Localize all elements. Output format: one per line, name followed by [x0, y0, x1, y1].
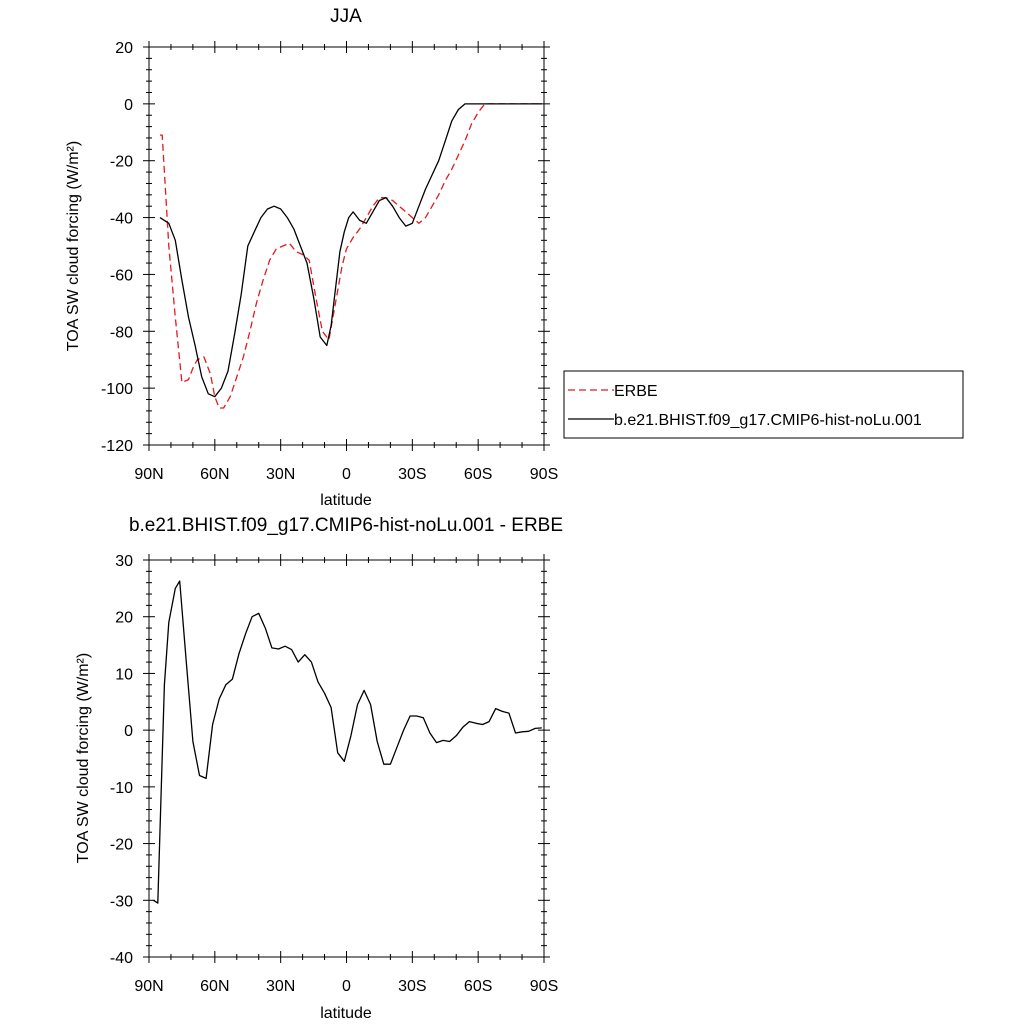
chart-title: b.e21.BHIST.f09_g17.CMIP6-hist-noLu.001 … [129, 515, 563, 536]
x-tick-label: 90N [134, 466, 163, 483]
x-tick-label: 30N [266, 466, 295, 483]
tick-marks [143, 41, 550, 451]
y-tick-label: -40 [110, 950, 133, 967]
y-tick-label: -20 [110, 837, 133, 854]
plot-frame [148, 46, 545, 446]
x-tick-label: 30S [398, 466, 426, 483]
series-lines [153, 580, 542, 904]
y-tick-label: -30 [110, 893, 133, 910]
legend-label-erbe: ERBE [614, 383, 658, 400]
x-tick-label: 0 [342, 978, 351, 995]
y-axis-label: TOA SW cloud forcing (W/m²) [65, 141, 82, 351]
x-tick-label: 60N [200, 466, 229, 483]
y-tick-label: -60 [110, 267, 133, 284]
y-tick-label: -10 [110, 780, 133, 797]
series-lines [159, 103, 542, 409]
x-tick-label: 0 [342, 466, 351, 483]
tick-marks [143, 554, 550, 963]
series-line-2 [159, 103, 542, 398]
x-axis-label: latitude [320, 1005, 372, 1022]
y-tick-label: 20 [115, 610, 133, 627]
x-tick-label: 60N [200, 978, 229, 995]
y-tick-label: 0 [124, 723, 133, 740]
legend-label-model: b.e21.BHIST.f09_g17.CMIP6-hist-noLu.001 [614, 412, 922, 429]
x-tick-label: 30N [266, 978, 295, 995]
y-tick-label: -100 [101, 381, 133, 398]
y-tick-label: -40 [110, 211, 133, 228]
x-tick-label: 90S [530, 466, 558, 483]
tick-labels: 90N 60N 30N 0 30S 60S 90S -120 -100 -80 -60 -40 -20 0… [101, 40, 558, 483]
x-tick-label: 60S [464, 466, 492, 483]
y-tick-label: 30 [115, 553, 133, 570]
plot-frame [148, 559, 545, 958]
y-tick-label: 20 [115, 40, 133, 57]
series-line-1 [160, 103, 542, 409]
x-tick-label: 90N [134, 978, 163, 995]
x-tick-label: 30S [398, 978, 426, 995]
chart-panel-jja: JJA 90N 60N 30N 0 30S 60S 90S -120 -100 -80 -60 -40… [65, 6, 964, 509]
y-tick-label: 0 [124, 97, 133, 114]
x-tick-label: 90S [530, 978, 558, 995]
chart-title: JJA [330, 6, 362, 27]
x-tick-label: 60S [464, 978, 492, 995]
legend-box [563, 370, 964, 439]
series-line-1 [153, 580, 542, 904]
y-axis-label: TOA SW cloud forcing (W/m²) [75, 653, 92, 863]
y-tick-label: -80 [110, 324, 133, 341]
y-tick-label: 10 [115, 666, 133, 683]
y-tick-label: -20 [110, 154, 133, 171]
tick-labels: 90N 60N 30N 0 30S 60S 90S -40 -30 -20 -10 0 10 20 30 [110, 553, 558, 995]
y-tick-label: -120 [101, 438, 133, 455]
legend: ERBE b.e21.BHIST.f09_g17.CMIP6-hist-noLu… [563, 370, 964, 439]
chart-panel-difference: b.e21.BHIST.f09_g17.CMIP6-hist-noLu.001 … [75, 515, 563, 1022]
x-axis-label: latitude [320, 492, 372, 509]
